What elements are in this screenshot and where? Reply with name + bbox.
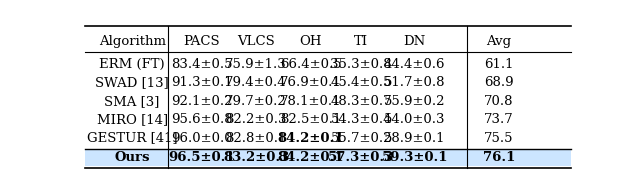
Text: 73.7: 73.7 xyxy=(484,113,514,126)
Text: 78.1±0.1: 78.1±0.1 xyxy=(280,95,341,108)
Text: DN: DN xyxy=(404,35,426,48)
Text: 45.4±0.5: 45.4±0.5 xyxy=(330,76,392,89)
Text: SMA [3]: SMA [3] xyxy=(104,95,160,108)
Text: 57.3±0.3: 57.3±0.3 xyxy=(328,151,394,164)
Text: TI: TI xyxy=(354,35,368,48)
Text: 92.1±0.2: 92.1±0.2 xyxy=(171,95,232,108)
Text: 84.2±0.1: 84.2±0.1 xyxy=(277,132,344,145)
Text: VLCS: VLCS xyxy=(237,35,275,48)
Text: Avg: Avg xyxy=(486,35,512,48)
Text: OH: OH xyxy=(300,35,322,48)
Text: Ours: Ours xyxy=(115,151,150,164)
Text: 51.7±0.8: 51.7±0.8 xyxy=(384,76,445,89)
Text: 66.4±0.5: 66.4±0.5 xyxy=(280,58,342,71)
Text: 96.5±0.1: 96.5±0.1 xyxy=(168,151,235,164)
Text: 54.3±0.4: 54.3±0.4 xyxy=(330,113,392,126)
Text: 59.3±0.1: 59.3±0.1 xyxy=(381,151,448,164)
Text: 82.8±0.1: 82.8±0.1 xyxy=(225,132,287,145)
Text: 35.3±0.8: 35.3±0.8 xyxy=(330,58,392,71)
Text: 83.2±0.3: 83.2±0.3 xyxy=(223,151,289,164)
Text: 75.9±1.3: 75.9±1.3 xyxy=(225,58,287,71)
Text: 76.1: 76.1 xyxy=(483,151,515,164)
Text: ERM (FT): ERM (FT) xyxy=(99,58,165,71)
Text: 61.1: 61.1 xyxy=(484,58,514,71)
Text: 55.9±0.2: 55.9±0.2 xyxy=(384,95,445,108)
Text: 95.6±0.8: 95.6±0.8 xyxy=(171,113,232,126)
Text: PACS: PACS xyxy=(183,35,220,48)
Text: 58.9±0.1: 58.9±0.1 xyxy=(384,132,445,145)
Text: SWAD [13]: SWAD [13] xyxy=(95,76,169,89)
Text: 83.4±0.5: 83.4±0.5 xyxy=(171,58,232,71)
Text: 82.5±0.1: 82.5±0.1 xyxy=(280,113,341,126)
Text: 68.9: 68.9 xyxy=(484,76,514,89)
Text: MIRO [14]: MIRO [14] xyxy=(97,113,168,126)
Text: 76.9±0.1: 76.9±0.1 xyxy=(280,76,342,89)
Text: GESTUR [41]: GESTUR [41] xyxy=(87,132,177,145)
FancyBboxPatch shape xyxy=(85,149,571,168)
Text: 75.5: 75.5 xyxy=(484,132,514,145)
Text: 48.3±0.7: 48.3±0.7 xyxy=(330,95,392,108)
Text: 79.7±0.2: 79.7±0.2 xyxy=(225,95,287,108)
Text: 79.4±0.4: 79.4±0.4 xyxy=(225,76,287,89)
Text: 55.7±0.2: 55.7±0.2 xyxy=(330,132,392,145)
Text: 82.2±0.3: 82.2±0.3 xyxy=(225,113,287,126)
Text: 54.0±0.3: 54.0±0.3 xyxy=(384,113,445,126)
Text: Algorithm: Algorithm xyxy=(99,35,166,48)
Text: 84.2±0.1: 84.2±0.1 xyxy=(277,151,344,164)
Text: 91.3±0.1: 91.3±0.1 xyxy=(171,76,232,89)
Text: 96.0±0.0: 96.0±0.0 xyxy=(171,132,232,145)
Text: 44.4±0.6: 44.4±0.6 xyxy=(384,58,445,71)
Text: 70.8: 70.8 xyxy=(484,95,514,108)
